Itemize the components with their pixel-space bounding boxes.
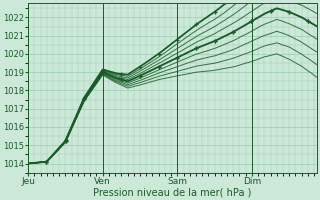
X-axis label: Pression niveau de la mer( hPa ): Pression niveau de la mer( hPa ): [93, 187, 252, 197]
